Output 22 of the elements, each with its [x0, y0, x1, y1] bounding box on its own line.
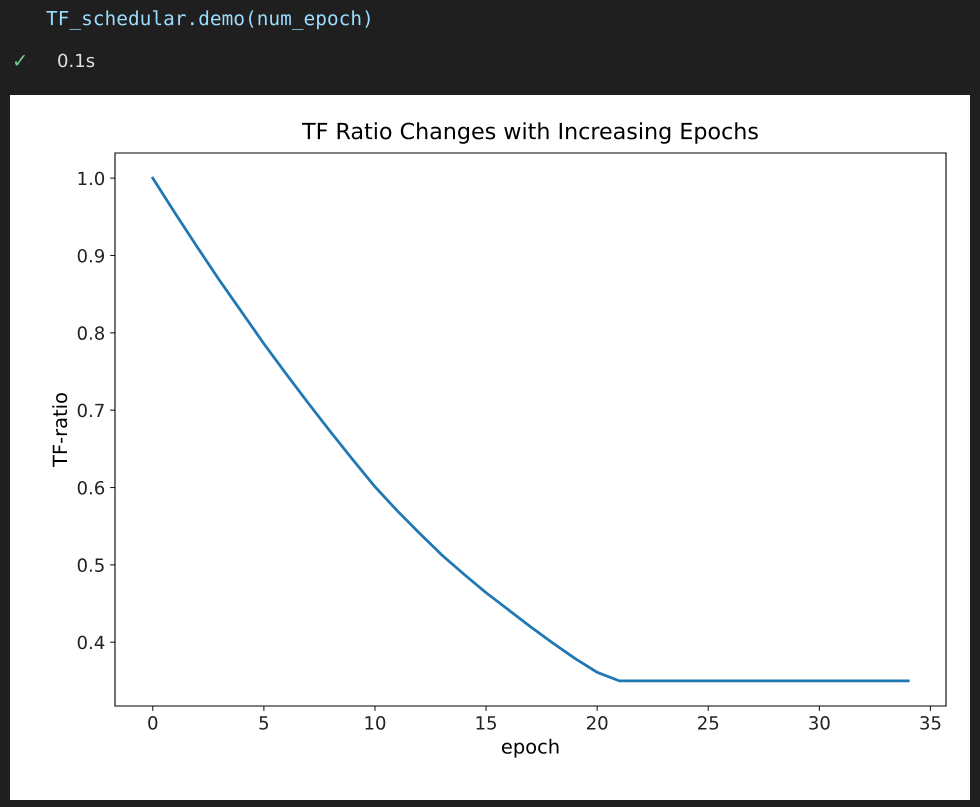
x-axis-title: epoch: [502, 738, 558, 758]
y-tick-label: 0.7: [78, 404, 104, 418]
y-tick-label: 1.0: [78, 172, 104, 186]
text: ✓: [14, 55, 25, 66]
chart-title: TF Ratio Changes with Increasing Epochs: [302, 122, 758, 144]
y-tick-label: 0.8: [78, 326, 104, 340]
x-tick-label: 20: [586, 716, 608, 730]
y-tick-label: 0.4: [78, 636, 104, 650]
x-tick-label: 25: [698, 716, 718, 730]
x-tick-label: 35: [920, 716, 940, 730]
x-tick-label: 15: [476, 716, 496, 730]
text: TF_schedular.demo(num_epoch): [46, 10, 370, 30]
y-axis-title: TF-ratio: [52, 393, 68, 468]
text: 0.1s: [58, 54, 94, 68]
y-tick-label: 0.5: [78, 558, 104, 572]
line-series: [151, 176, 910, 682]
x-tick-label: 5: [260, 716, 268, 730]
x-tick-label: 0: [148, 716, 158, 730]
y-tick-label: 0.6: [78, 480, 104, 495]
y-tick-label: 0.9: [78, 248, 104, 263]
x-tick-label: 30: [809, 716, 830, 730]
x-tick-label: 10: [365, 716, 386, 730]
